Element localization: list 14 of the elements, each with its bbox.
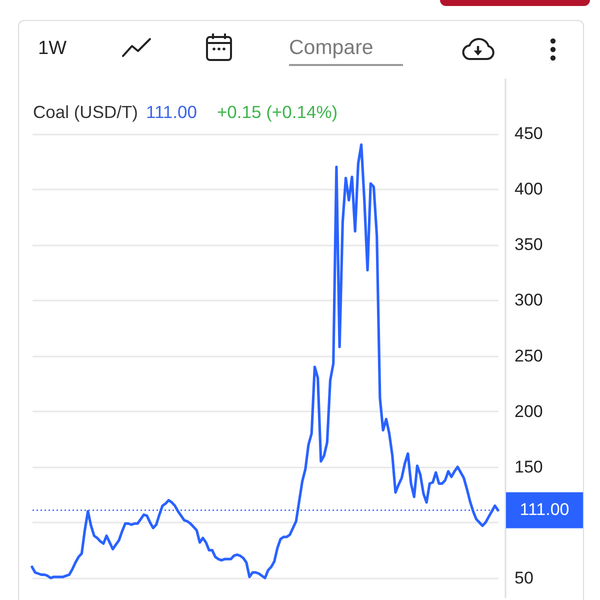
annotation: +0.15 (+0.14%)	[216, 102, 338, 122]
y-tick-label: 450	[514, 124, 543, 144]
text-field: Compare	[289, 34, 403, 66]
y-tick-label: 400	[514, 180, 543, 199]
y-tick-label: 50	[514, 568, 534, 588]
y-tick-label: 250	[514, 346, 543, 366]
y-tick-label: 350	[514, 235, 543, 254]
annotation: 111.00	[146, 102, 197, 122]
y-tick-label: 150	[514, 457, 543, 476]
y-tick-label: 300	[514, 290, 543, 310]
ref-line-label: 111.00	[520, 500, 570, 520]
y-tick-label: 200	[514, 402, 543, 421]
text: 1W	[38, 38, 66, 60]
text: Coal (USD/T)	[33, 102, 138, 122]
